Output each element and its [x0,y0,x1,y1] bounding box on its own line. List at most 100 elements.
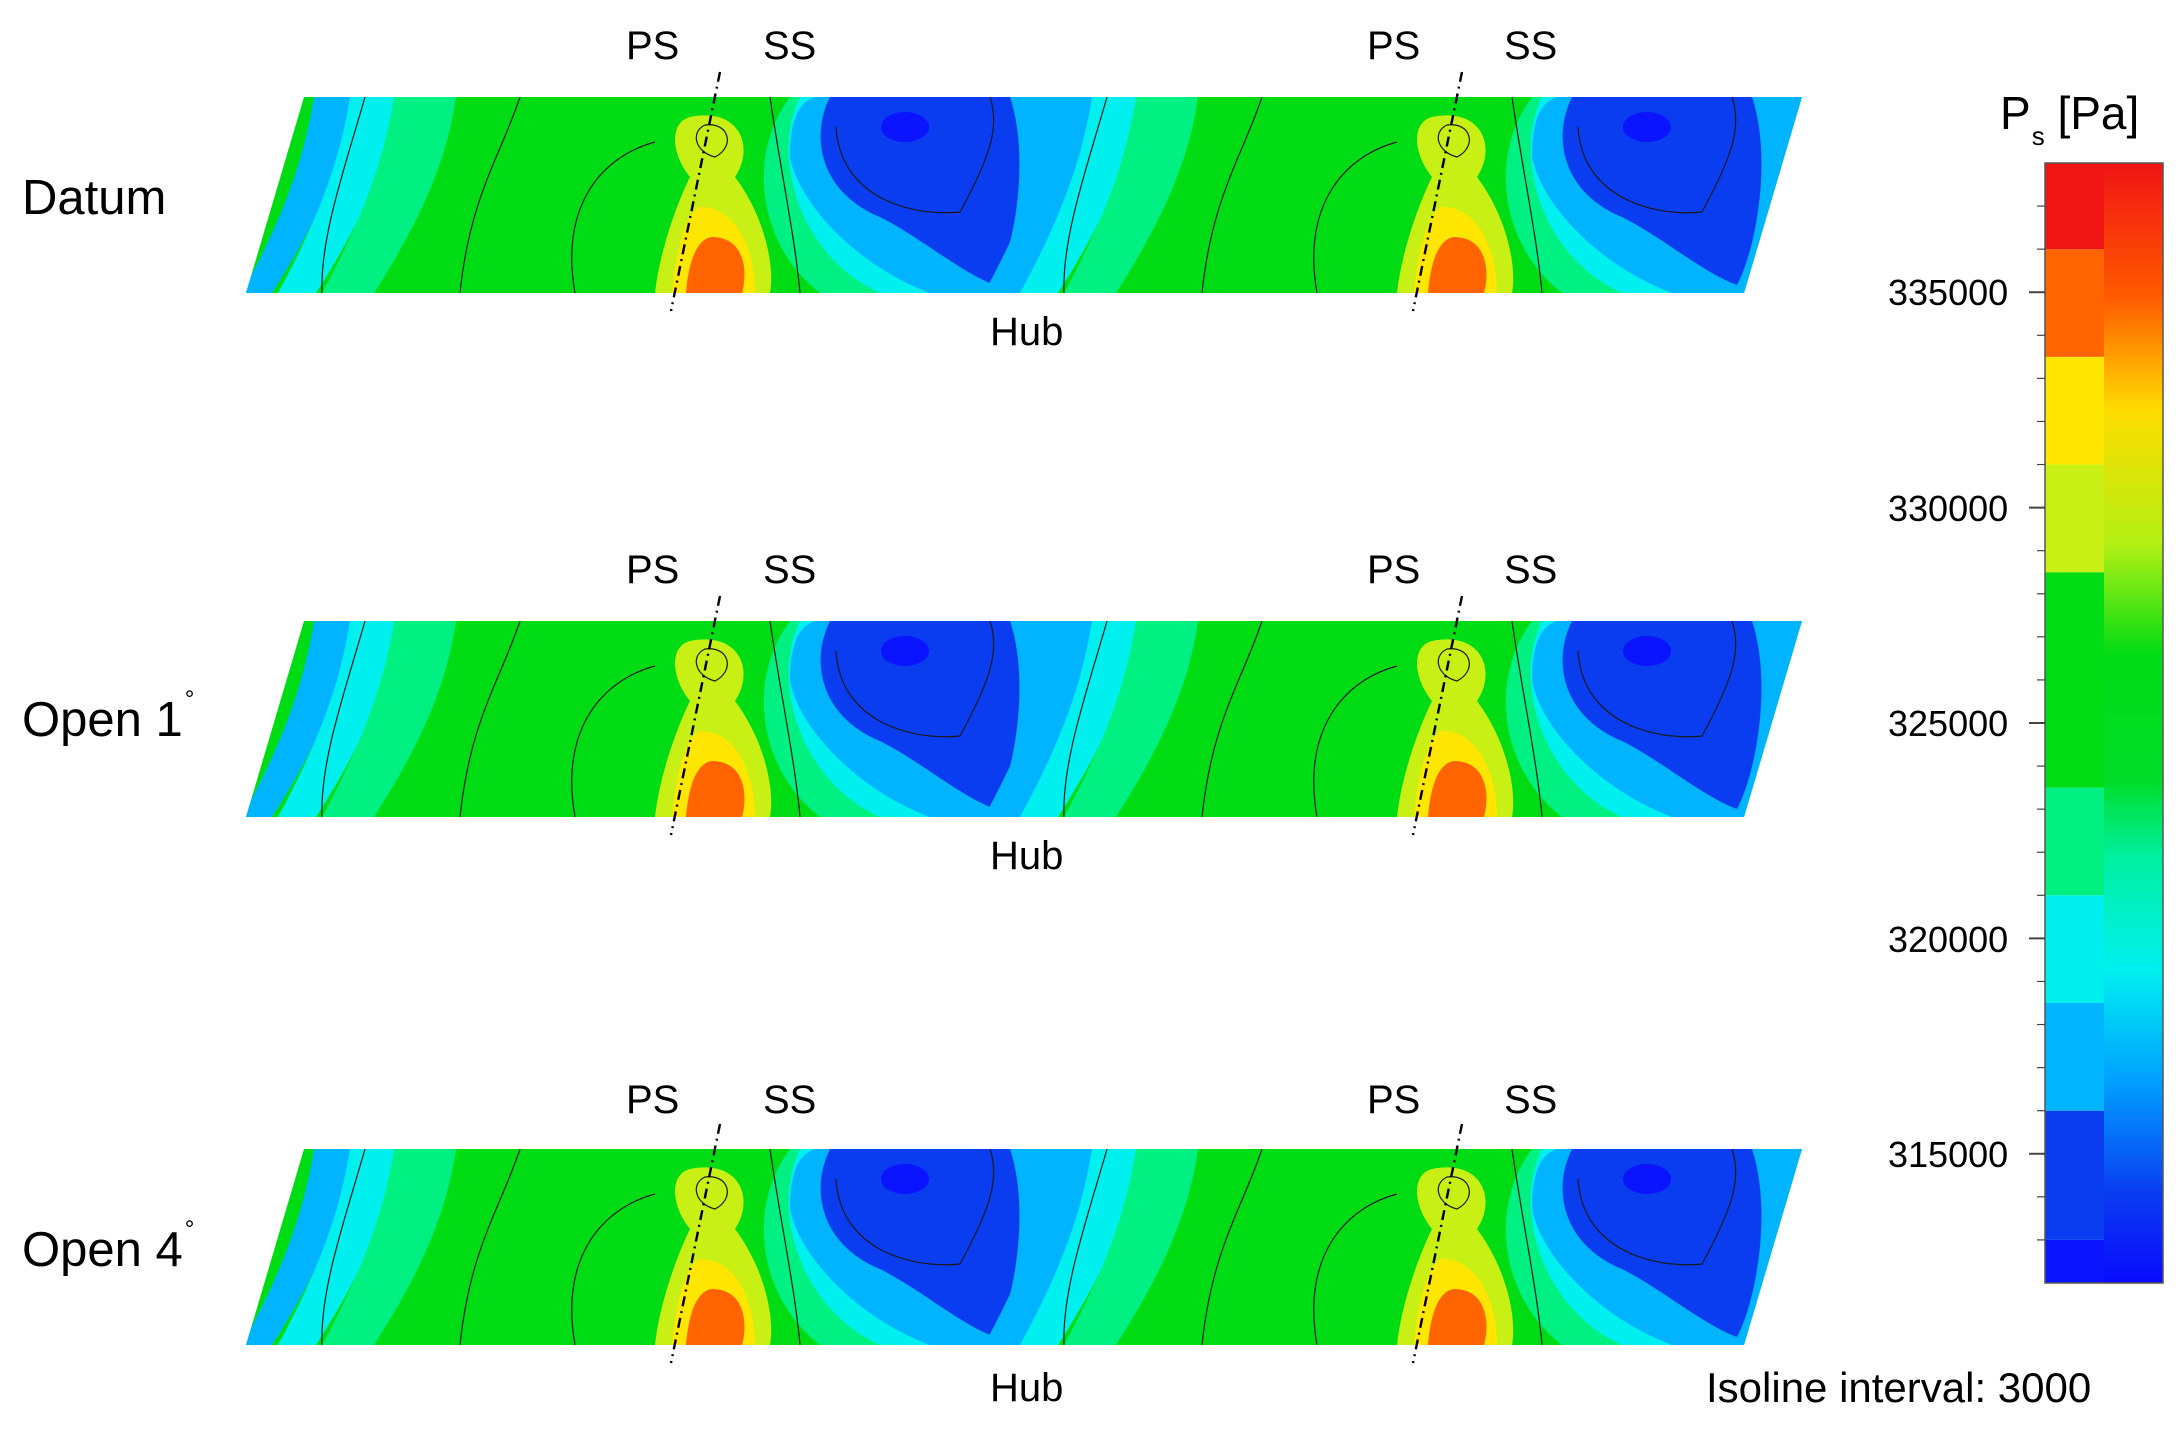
ss-marker: SS [1504,548,1558,592]
blade-camber-line [669,595,722,836]
case-label-superscript: ° [184,1216,195,1243]
colorbar-band [2045,163,2105,250]
isoline [835,1149,995,1266]
colorbar [2029,162,2164,1284]
contour-band [1428,1289,1487,1345]
ss-marker: SS [1504,1078,1558,1122]
case-label-text: Datum [22,171,167,225]
isoline [695,648,728,682]
ps-marker: PS [626,1078,680,1122]
colorbar-tick-label: 335000 [1888,272,2009,313]
colorbar-symbol: P [2000,87,2031,139]
contour-band [984,97,1096,293]
colorbar-band [2045,249,2105,357]
contour-band [322,621,456,817]
isoline [1063,621,1108,817]
contour-band [881,1164,929,1194]
blade-camber-line [1411,71,1464,312]
case-label-datum: Datum [22,170,168,226]
contour-panels [246,71,1802,1364]
contour-band [278,1149,398,1345]
contour-band [881,112,929,142]
ss-marker: SS [1504,24,1558,68]
isoline [321,621,366,817]
contour-band [984,1149,1096,1345]
isoline [1063,97,1108,293]
contour-band [1623,1164,1671,1194]
case-label-superscript: ° [184,686,195,713]
colorbar-band [2045,1239,2105,1283]
blade-camber-line [669,71,722,312]
isoline [1437,124,1470,158]
contour-band [1428,761,1487,817]
contour-band [1064,1149,1198,1345]
colorbar-band [2045,356,2105,465]
contour-panel [246,1123,1802,1364]
isoline [695,1176,728,1210]
contour-band [1562,1149,1762,1337]
contour-band [1020,1149,1140,1345]
isoline [459,97,521,293]
contour-band [246,1149,354,1345]
ss-marker: SS [763,548,817,592]
colorbar-tick-label: 330000 [1888,488,2009,529]
isoline [1313,1193,1398,1345]
blade-camber-line [1411,595,1464,836]
contour-band [1562,97,1762,285]
case-label-text: Open 1 [22,693,183,747]
colorbar-band [2045,787,2105,896]
isoline [835,621,995,738]
ss-marker: SS [763,1078,817,1122]
blade-camber-line [1411,1123,1464,1364]
isoline [1511,1149,1543,1345]
isoline [1577,621,1737,738]
colorbar-band [2045,464,2105,573]
isoline [459,621,521,817]
colorbar-unit: [Pa] [2057,87,2140,139]
isoline [571,665,656,817]
contour-band [278,97,398,293]
isoline [1063,1149,1108,1345]
colorbar-tick-label: 315000 [1888,1134,2009,1175]
colorbar-tick-label: 325000 [1888,703,2009,744]
isoline [1511,621,1543,817]
isoline [1577,97,1737,214]
isoline [321,1149,366,1345]
isoline [1437,648,1470,682]
isoline [769,1149,801,1345]
contour-panel [246,71,1802,312]
contour-band [1064,97,1198,293]
isoline [321,97,366,293]
hub-label: Hub [990,310,1064,354]
colorbar-tick-label: 320000 [1888,919,2009,960]
contour-panel [246,595,1802,836]
colorbar-band [2045,1003,2105,1111]
colorbar-subscript: s [2031,121,2045,152]
isoline [1201,621,1263,817]
isoline [571,1193,656,1345]
isoline [695,124,728,158]
isoline [1313,665,1398,817]
case-label-open-4: Open 4° [22,1216,194,1278]
case-label-open-1: Open 1° [22,686,194,748]
ps-marker: PS [626,548,680,592]
contour-band [322,97,456,293]
colorbar-gradient [2104,163,2163,1283]
contour-band [686,761,745,817]
isoline [769,621,801,817]
contour-band [820,621,1020,809]
contour-band [686,1289,745,1345]
isoline [571,141,656,293]
contour-band [1562,621,1762,809]
contour-band [322,1149,456,1345]
isoline [1201,1149,1263,1345]
isoline [1313,141,1398,293]
contour-band [278,621,398,817]
hub-label: Hub [990,834,1064,878]
contour-band [246,97,354,293]
contour-band [246,621,354,817]
isoline [1511,97,1543,293]
isoline [1577,1149,1737,1266]
case-label-text: Open 4 [22,1223,183,1277]
